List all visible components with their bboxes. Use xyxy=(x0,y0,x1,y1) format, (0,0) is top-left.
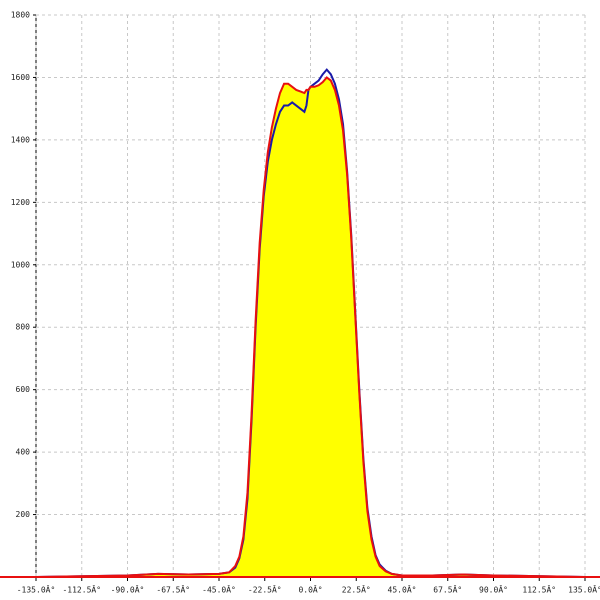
y-tick-label: 600 xyxy=(16,385,31,394)
x-tick-label: -135.0Â° xyxy=(17,584,56,595)
y-tick-label: 200 xyxy=(16,510,31,519)
x-tick-label: -90.0Â° xyxy=(111,584,145,595)
x-tick-label: -45.0Â° xyxy=(202,584,236,595)
x-tick-label: 45.0Â° xyxy=(388,584,417,595)
y-tick-label: 1200 xyxy=(11,198,30,207)
y-tick-label: 800 xyxy=(16,323,31,332)
x-tick-label: -67.5Â° xyxy=(156,584,190,595)
x-tick-label: 0.0Â° xyxy=(298,584,322,595)
x-tick-label: 112.5Â° xyxy=(522,584,556,595)
x-tick-label: 135.0Â° xyxy=(568,584,600,595)
y-tick-label: 400 xyxy=(16,448,31,457)
x-tick-label: 90.0Â° xyxy=(479,584,508,595)
y-tick-label: 1400 xyxy=(11,135,30,144)
series-line xyxy=(35,76,586,578)
x-tick-label: -22.5Â° xyxy=(248,584,282,595)
y-tick-label: 1600 xyxy=(11,73,30,82)
y-tick-label: 1000 xyxy=(11,260,30,269)
x-tick-label: 22.5Â° xyxy=(342,584,371,595)
area-fill xyxy=(36,77,585,577)
x-tick-label: 67.5Â° xyxy=(433,584,462,595)
x-tick-label: -112.5Â° xyxy=(62,584,101,595)
y-tick-label: 1800 xyxy=(11,11,30,20)
